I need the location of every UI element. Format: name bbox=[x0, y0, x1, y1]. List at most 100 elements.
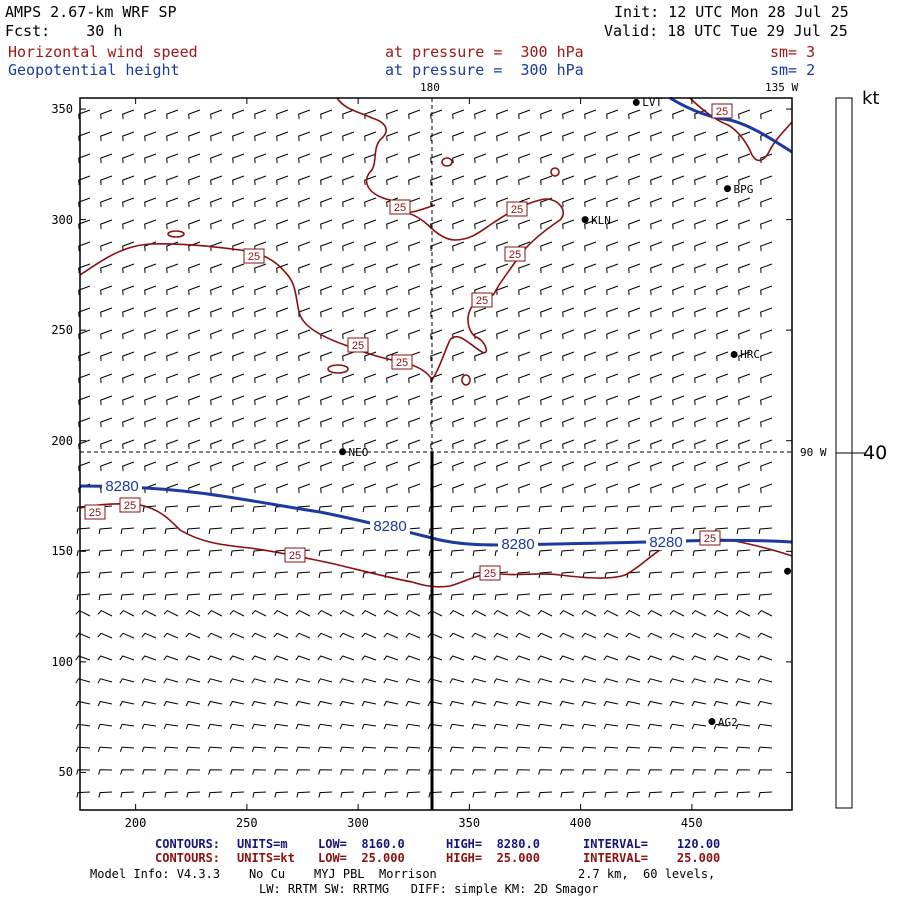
wind-barb bbox=[78, 153, 91, 164]
station-label: BPG bbox=[733, 182, 754, 196]
wind-barb bbox=[540, 417, 553, 428]
wind-barb bbox=[274, 769, 289, 775]
wind-barb bbox=[452, 417, 465, 428]
wind-barb bbox=[669, 723, 685, 730]
wind-barb bbox=[628, 351, 641, 362]
wind-barb bbox=[384, 791, 399, 798]
wind-barb bbox=[75, 632, 91, 639]
wind-barb bbox=[78, 329, 91, 340]
wind-barb bbox=[540, 219, 553, 230]
wind-barb bbox=[296, 593, 311, 601]
wind-barb bbox=[142, 791, 157, 798]
height-contours bbox=[79, 96, 793, 547]
wind-barb bbox=[166, 439, 179, 450]
wind-barb bbox=[166, 395, 179, 406]
wind-barb bbox=[584, 131, 597, 142]
wind-barb bbox=[562, 373, 575, 384]
colorbar-unit: kt bbox=[862, 88, 880, 109]
wind-barb bbox=[229, 609, 245, 617]
wind-barb bbox=[494, 593, 509, 601]
wind-barb bbox=[672, 285, 685, 296]
wind-barb bbox=[560, 593, 575, 601]
wind-barb bbox=[496, 241, 509, 252]
wind-barb bbox=[515, 723, 531, 730]
wind-barb bbox=[298, 131, 311, 142]
wind-barb bbox=[694, 153, 707, 164]
wind-barb bbox=[320, 175, 333, 186]
wind-barb bbox=[342, 109, 355, 120]
wind-barb bbox=[604, 593, 619, 601]
wind-barb bbox=[100, 351, 113, 362]
station-marker bbox=[784, 567, 792, 575]
wind-barb bbox=[361, 632, 377, 639]
wind-barb bbox=[738, 285, 751, 296]
wind-barb bbox=[716, 219, 729, 230]
wind-barb bbox=[606, 483, 619, 494]
speed-label: 25 bbox=[347, 337, 369, 353]
station-label: KLN bbox=[591, 213, 611, 227]
wind-barb bbox=[340, 571, 355, 579]
wind-barb bbox=[122, 263, 135, 274]
wind-barb bbox=[232, 197, 245, 208]
wind-barb bbox=[735, 609, 751, 617]
wind-barb bbox=[650, 373, 663, 384]
wind-barb bbox=[97, 655, 113, 661]
wind-barb bbox=[210, 329, 223, 340]
wind-barb bbox=[582, 505, 597, 513]
wind-barb bbox=[166, 131, 179, 142]
wind-barb bbox=[452, 461, 465, 472]
wind-barb bbox=[691, 746, 707, 752]
wind-barb bbox=[76, 593, 91, 601]
wind-barb bbox=[188, 373, 201, 384]
wind-barb bbox=[716, 483, 729, 494]
wind-barb bbox=[757, 678, 773, 684]
wind-barb bbox=[320, 351, 333, 362]
wind-barb bbox=[672, 263, 685, 274]
wind-barb bbox=[318, 549, 333, 557]
wind-barb bbox=[141, 746, 157, 752]
wind-barb bbox=[760, 241, 773, 252]
wind-barb bbox=[408, 417, 421, 428]
wind-barb bbox=[736, 527, 751, 535]
wind-barb bbox=[603, 746, 619, 752]
wind-barb bbox=[208, 549, 223, 557]
wind-barb bbox=[320, 461, 333, 472]
wind-barb bbox=[254, 373, 267, 384]
stations-layer bbox=[339, 98, 792, 726]
wind-barb bbox=[427, 609, 443, 617]
wind-barb bbox=[386, 263, 399, 274]
station-marker bbox=[581, 216, 589, 224]
wind-barb bbox=[648, 571, 663, 579]
wind-barb bbox=[119, 632, 135, 639]
wind-barb bbox=[760, 131, 773, 142]
wind-barb bbox=[735, 632, 751, 639]
wind-barb bbox=[606, 417, 619, 428]
wind-barb bbox=[230, 791, 245, 798]
wind-barb bbox=[584, 219, 597, 230]
wind-barb bbox=[318, 571, 333, 579]
wind-barb bbox=[230, 571, 245, 579]
wind-barb bbox=[164, 593, 179, 601]
wind-barb bbox=[97, 678, 113, 684]
wind-barb bbox=[298, 263, 311, 274]
wind-barb bbox=[584, 351, 597, 362]
wind-barb bbox=[650, 197, 663, 208]
station-marker bbox=[723, 185, 731, 193]
wind-barb bbox=[430, 131, 443, 142]
wind-barb bbox=[515, 678, 531, 684]
wind-barb bbox=[229, 632, 245, 639]
wind-barb bbox=[100, 417, 113, 428]
wind-barb bbox=[471, 655, 487, 661]
wind-barb bbox=[472, 791, 487, 798]
wind-barb bbox=[251, 746, 267, 752]
svg-text:8280: 8280 bbox=[501, 536, 534, 553]
wind-barb bbox=[716, 153, 729, 164]
wind-barb bbox=[76, 549, 91, 557]
wind-barb bbox=[339, 678, 355, 684]
wind-barb bbox=[120, 527, 135, 535]
wind-barb bbox=[188, 351, 201, 362]
wind-barb bbox=[518, 307, 531, 318]
wind-barb bbox=[647, 655, 663, 661]
wind-barb bbox=[670, 505, 685, 513]
wind-barb bbox=[78, 241, 91, 252]
